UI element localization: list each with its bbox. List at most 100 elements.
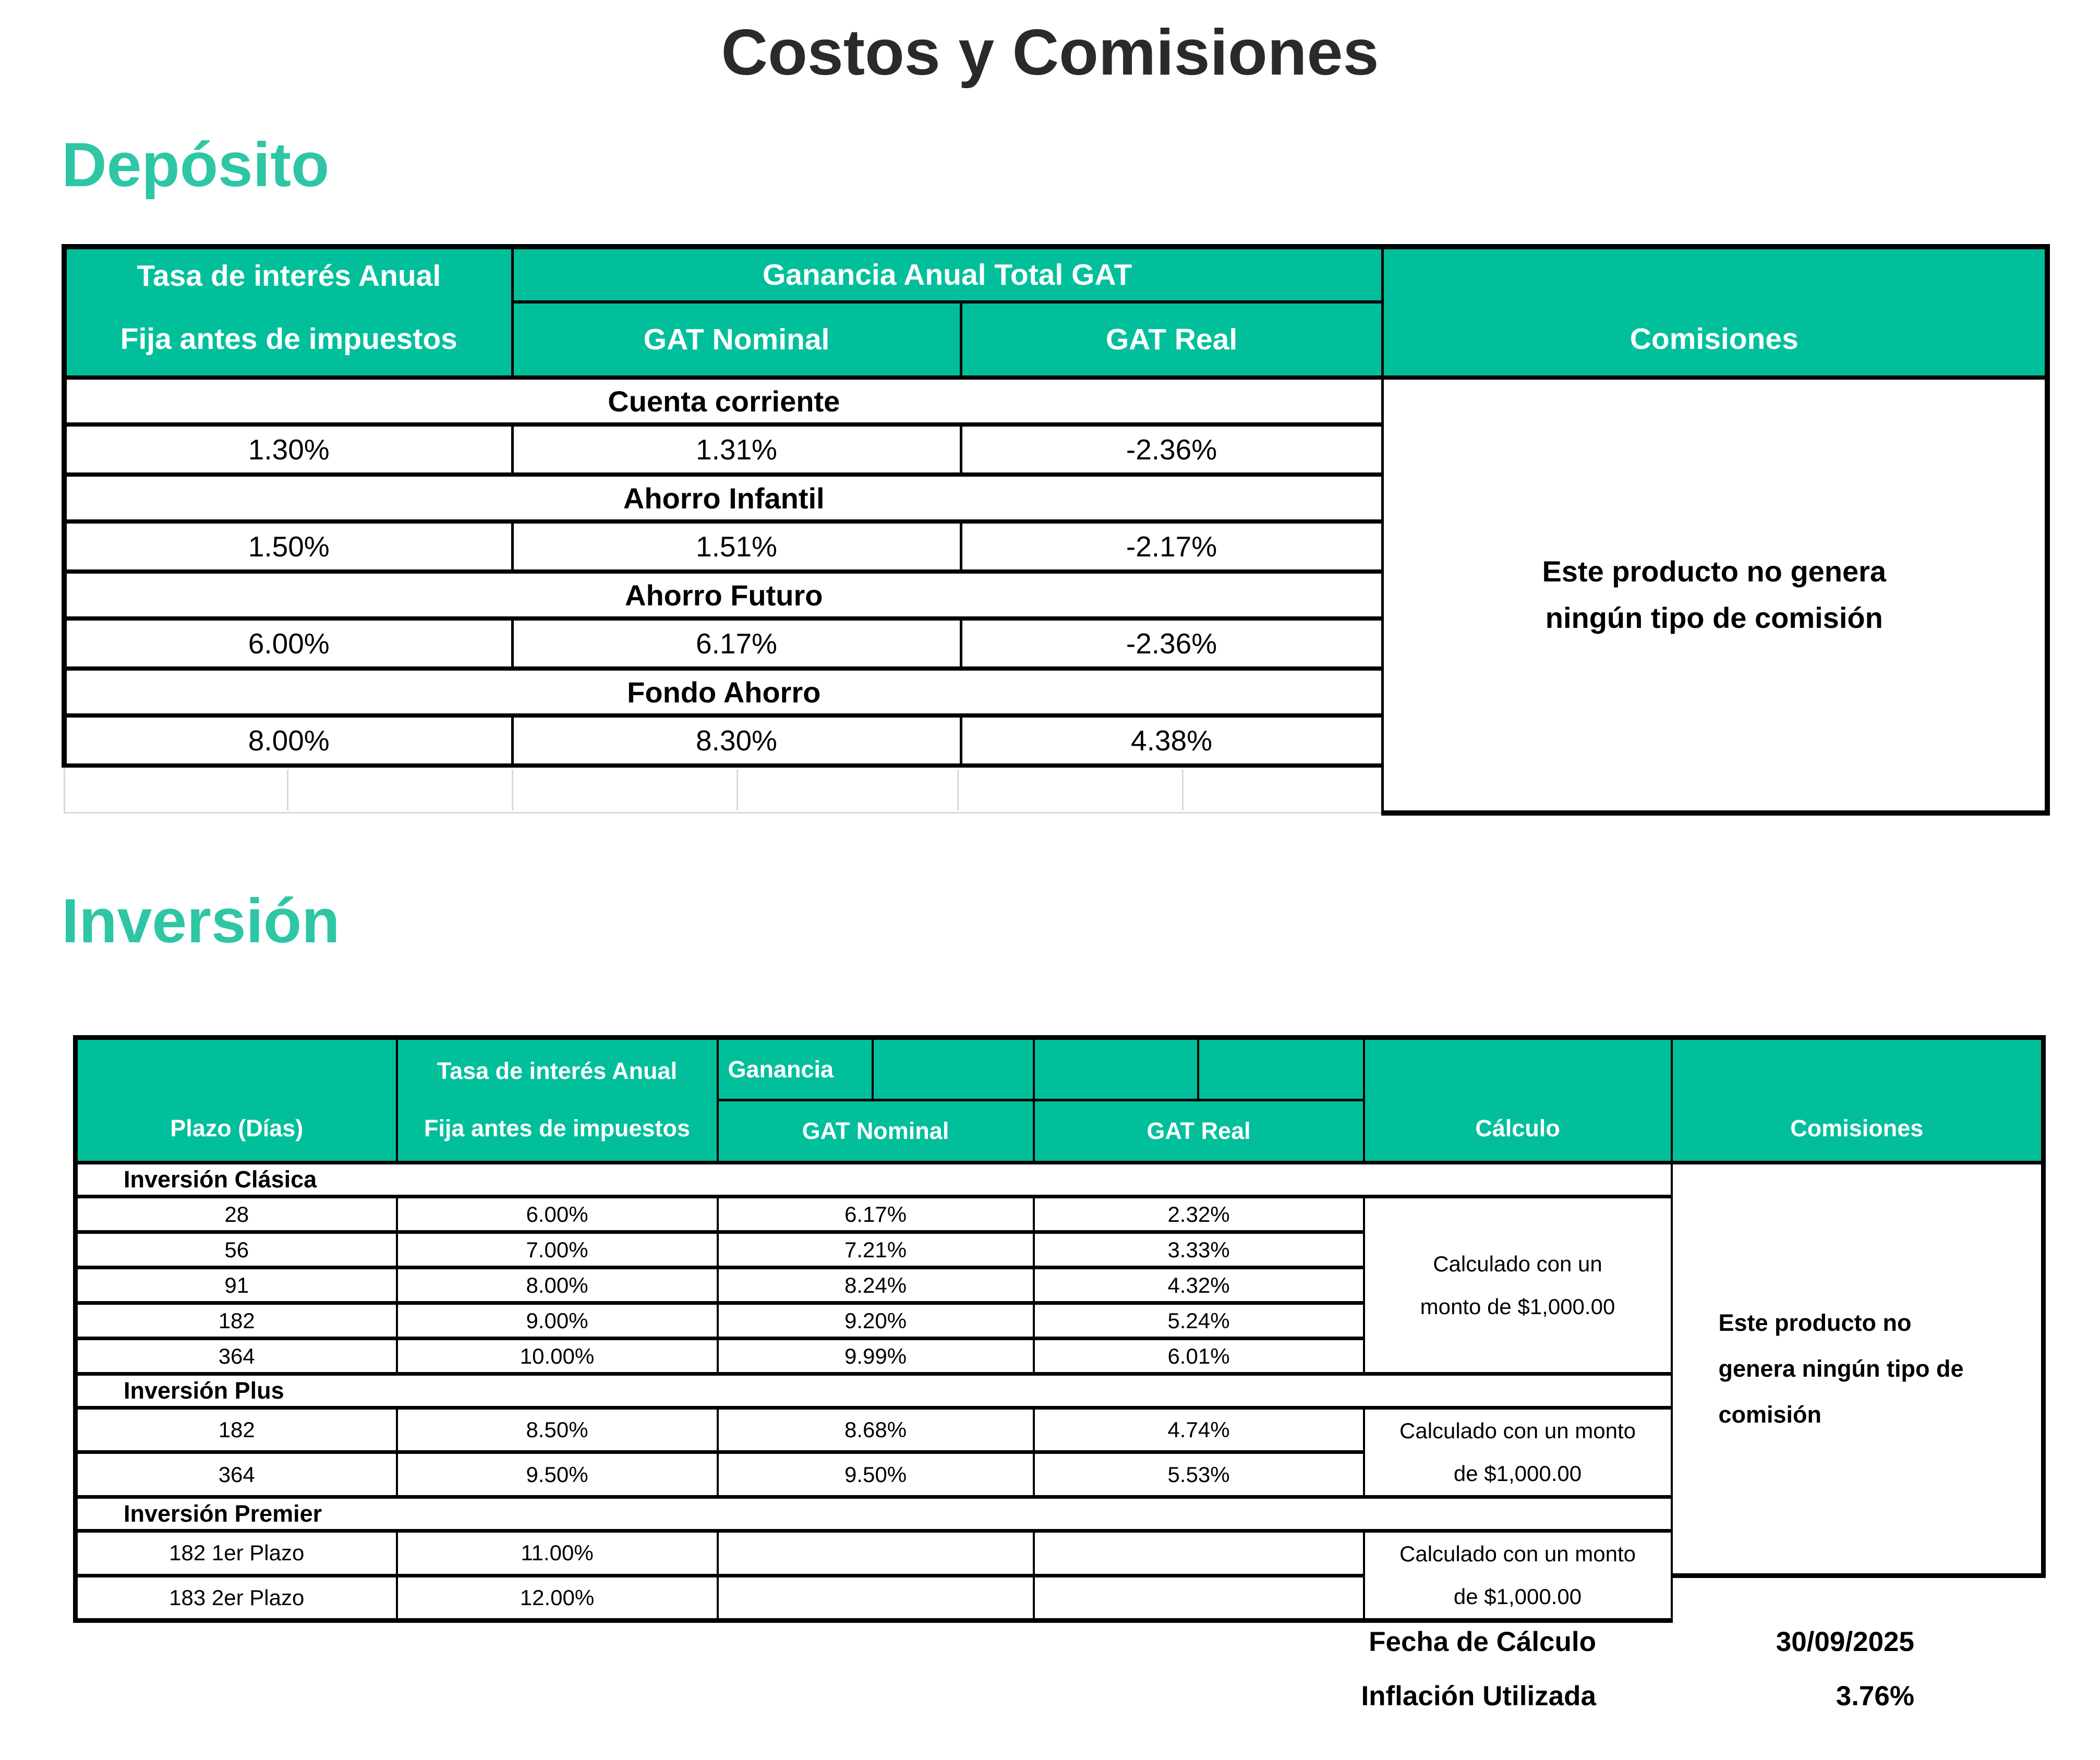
group-name-cell: Inversión Clásica bbox=[73, 1161, 1673, 1198]
rate-cell: 8.00% bbox=[395, 1266, 719, 1305]
empty-header-cell bbox=[1032, 1035, 1199, 1101]
empty-gridline-cells bbox=[63, 764, 1383, 814]
rate-cell: 8.50% bbox=[395, 1405, 719, 1454]
inversion-ganancia-header: Ganancia bbox=[716, 1035, 874, 1101]
gat-real-cell: 2.32% bbox=[1032, 1195, 1365, 1234]
deposito-gat-nominal-header: GAT Nominal bbox=[511, 300, 962, 380]
gat-nominal-cell bbox=[716, 1573, 1035, 1623]
product-values-row: 8.00% 8.30% 4.38% bbox=[62, 713, 2047, 768]
product-name-cell: Ahorro Futuro bbox=[61, 569, 1384, 621]
gridline-segment bbox=[959, 769, 1184, 810]
gridline-segment bbox=[288, 769, 513, 810]
rate-header-lines: Tasa de interés Anual Fija antes de impu… bbox=[69, 252, 510, 373]
gat-real-cell: 5.53% bbox=[1032, 1450, 1365, 1499]
product-name-cell: Cuenta corriente bbox=[61, 375, 1384, 427]
rate-cell: 12.00% bbox=[395, 1573, 719, 1623]
calculo-line: Calculado con un monto bbox=[1399, 1541, 1636, 1566]
note-line: genera ningún tipo de bbox=[1718, 1355, 1964, 1382]
deposito-comisiones-header: Comisiones bbox=[1381, 244, 2050, 380]
gat-real-cell: 6.01% bbox=[1032, 1337, 1365, 1376]
page-title: Costos y Comisiones bbox=[721, 17, 1379, 89]
deposito-header-row-1: Tasa de interés Anual Fija antes de impu… bbox=[62, 244, 2050, 380]
deposito-gat-real-header: GAT Real bbox=[959, 300, 1384, 380]
plazo-cell: 56 bbox=[73, 1230, 398, 1269]
gat-real-cell: 5.24% bbox=[1032, 1301, 1365, 1340]
footer-value: 3.76% bbox=[1836, 1680, 1914, 1712]
comisiones-header-spacer bbox=[1385, 252, 2042, 302]
gridline-segments bbox=[66, 769, 1381, 810]
comisiones-header-lines: Comisiones bbox=[1674, 1043, 2039, 1158]
rate-header-line1: Tasa de interés Anual bbox=[137, 259, 441, 293]
calculo-line: Calculado con un monto bbox=[1399, 1418, 1636, 1443]
plazo-cell: 182 1er Plazo bbox=[73, 1528, 398, 1577]
gat-nominal-cell: 9.99% bbox=[716, 1337, 1035, 1376]
note-line: Este producto no bbox=[1718, 1309, 1912, 1337]
gat-real-cell: 3.33% bbox=[1032, 1230, 1365, 1269]
investment-row: 183 2er Plazo 12.00% bbox=[73, 1573, 2044, 1623]
empty-header-cell bbox=[871, 1035, 1035, 1101]
group-name-row: Inversión Plus bbox=[73, 1372, 2044, 1410]
product-name-cell: Fondo Ahorro bbox=[61, 666, 1384, 718]
inversion-comisiones-header: Comisiones bbox=[1670, 1035, 2046, 1164]
investment-row: 364 9.50% 9.50% 5.53% bbox=[73, 1450, 2044, 1499]
deposito-header-row-2: GAT Nominal GAT Real bbox=[64, 300, 2047, 380]
comisiones-header-spacer bbox=[1674, 1043, 2039, 1099]
calculo-note: Calculado con un monto de $1,000.00 bbox=[1362, 1195, 1673, 1376]
gat-real-cell bbox=[1032, 1573, 1365, 1623]
rate-cell: 10.00% bbox=[395, 1337, 719, 1376]
rate-cell: 8.00% bbox=[62, 713, 514, 768]
gridline-segment bbox=[513, 769, 738, 810]
plazo-header-lines: Plazo (Días) bbox=[80, 1043, 395, 1158]
plazo-cell: 91 bbox=[73, 1266, 398, 1305]
calculo-line: monto de $1,000.00 bbox=[1420, 1294, 1615, 1319]
plazo-cell: 182 bbox=[73, 1405, 398, 1454]
calculation-footer: Fecha de Cálculo 30/09/2025 Inflación Ut… bbox=[1194, 1615, 1914, 1723]
plazo-header-spacer bbox=[80, 1043, 395, 1099]
gat-real-cell: -2.36% bbox=[959, 422, 1384, 477]
empty-gridline-row bbox=[63, 764, 2047, 814]
product-values-row: 1.30% 1.31% -2.36% bbox=[62, 422, 2047, 477]
gat-nominal-cell: 8.68% bbox=[716, 1405, 1035, 1454]
note-line: Este producto no genera bbox=[1542, 555, 1887, 588]
comisiones-header-lines: Comisiones bbox=[1385, 252, 2042, 373]
product-name-row: Fondo Ahorro bbox=[61, 666, 2047, 718]
gat-nominal-cell: 1.51% bbox=[511, 519, 962, 574]
group-name-row: Inversión Clásica Este producto no gener… bbox=[73, 1161, 2046, 1578]
gat-nominal-cell: 1.31% bbox=[511, 422, 962, 477]
investment-row: 182 1er Plazo 11.00% Calculado con un mo… bbox=[73, 1528, 2044, 1623]
gat-real-cell: -2.36% bbox=[959, 616, 1384, 671]
empty-header-cell bbox=[1197, 1035, 1365, 1101]
rate-header-line2: Fija antes de impuestos bbox=[120, 322, 457, 356]
product-name-row: Ahorro Futuro bbox=[61, 569, 2047, 621]
product-name-row: Cuenta corriente Este producto no genera… bbox=[61, 375, 2050, 816]
plazo-header-label: Plazo (Días) bbox=[170, 1115, 304, 1142]
investment-row: 28 6.00% 6.17% 2.32% Calculado con un mo… bbox=[73, 1195, 2044, 1376]
calculo-header-lines: Cálculo bbox=[1366, 1043, 1670, 1158]
calculo-line: Calculado con un bbox=[1433, 1251, 1602, 1276]
product-name-row: Ahorro Infantil bbox=[61, 472, 2047, 524]
deposito-table: Tasa de interés Anual Fija antes de impu… bbox=[61, 244, 2050, 816]
gat-real-cell: -2.17% bbox=[959, 519, 1384, 574]
rate-cell: 6.00% bbox=[62, 616, 514, 671]
gridline-segment bbox=[738, 769, 959, 810]
group-name-cell: Inversión Premier bbox=[73, 1495, 1673, 1533]
gat-nominal-cell: 9.20% bbox=[716, 1301, 1035, 1340]
plazo-cell: 183 2er Plazo bbox=[73, 1573, 398, 1623]
calculo-note: Calculado con un monto de $1,000.00 bbox=[1362, 1406, 1673, 1499]
footer-value: 30/09/2025 bbox=[1776, 1626, 1914, 1657]
inversion-comisiones-note: Este producto no genera ningún tipo de c… bbox=[1670, 1161, 2046, 1578]
rate-header-lines: Tasa de interés Anual Fija antes de impu… bbox=[399, 1043, 716, 1158]
deposito-comisiones-note: Este producto no genera ningún tipo de c… bbox=[1381, 375, 2050, 816]
inversion-table: Plazo (Días) Tasa de interés Anual Fija … bbox=[73, 1035, 2046, 1623]
calculo-line: de $1,000.00 bbox=[1453, 1461, 1582, 1486]
gat-nominal-cell: 7.21% bbox=[716, 1230, 1035, 1269]
inversion-rate-header: Tasa de interés Anual Fija antes de impu… bbox=[395, 1035, 719, 1164]
gat-real-cell: 4.74% bbox=[1032, 1405, 1365, 1454]
footer-label: Fecha de Cálculo bbox=[1369, 1626, 1596, 1657]
gat-nominal-cell: 6.17% bbox=[511, 616, 962, 671]
investment-row: 56 7.00% 7.21% 3.33% bbox=[73, 1230, 2044, 1269]
plazo-cell: 364 bbox=[73, 1450, 398, 1499]
product-name-cell: Ahorro Infantil bbox=[61, 472, 1384, 524]
calculo-line: de $1,000.00 bbox=[1453, 1584, 1582, 1609]
